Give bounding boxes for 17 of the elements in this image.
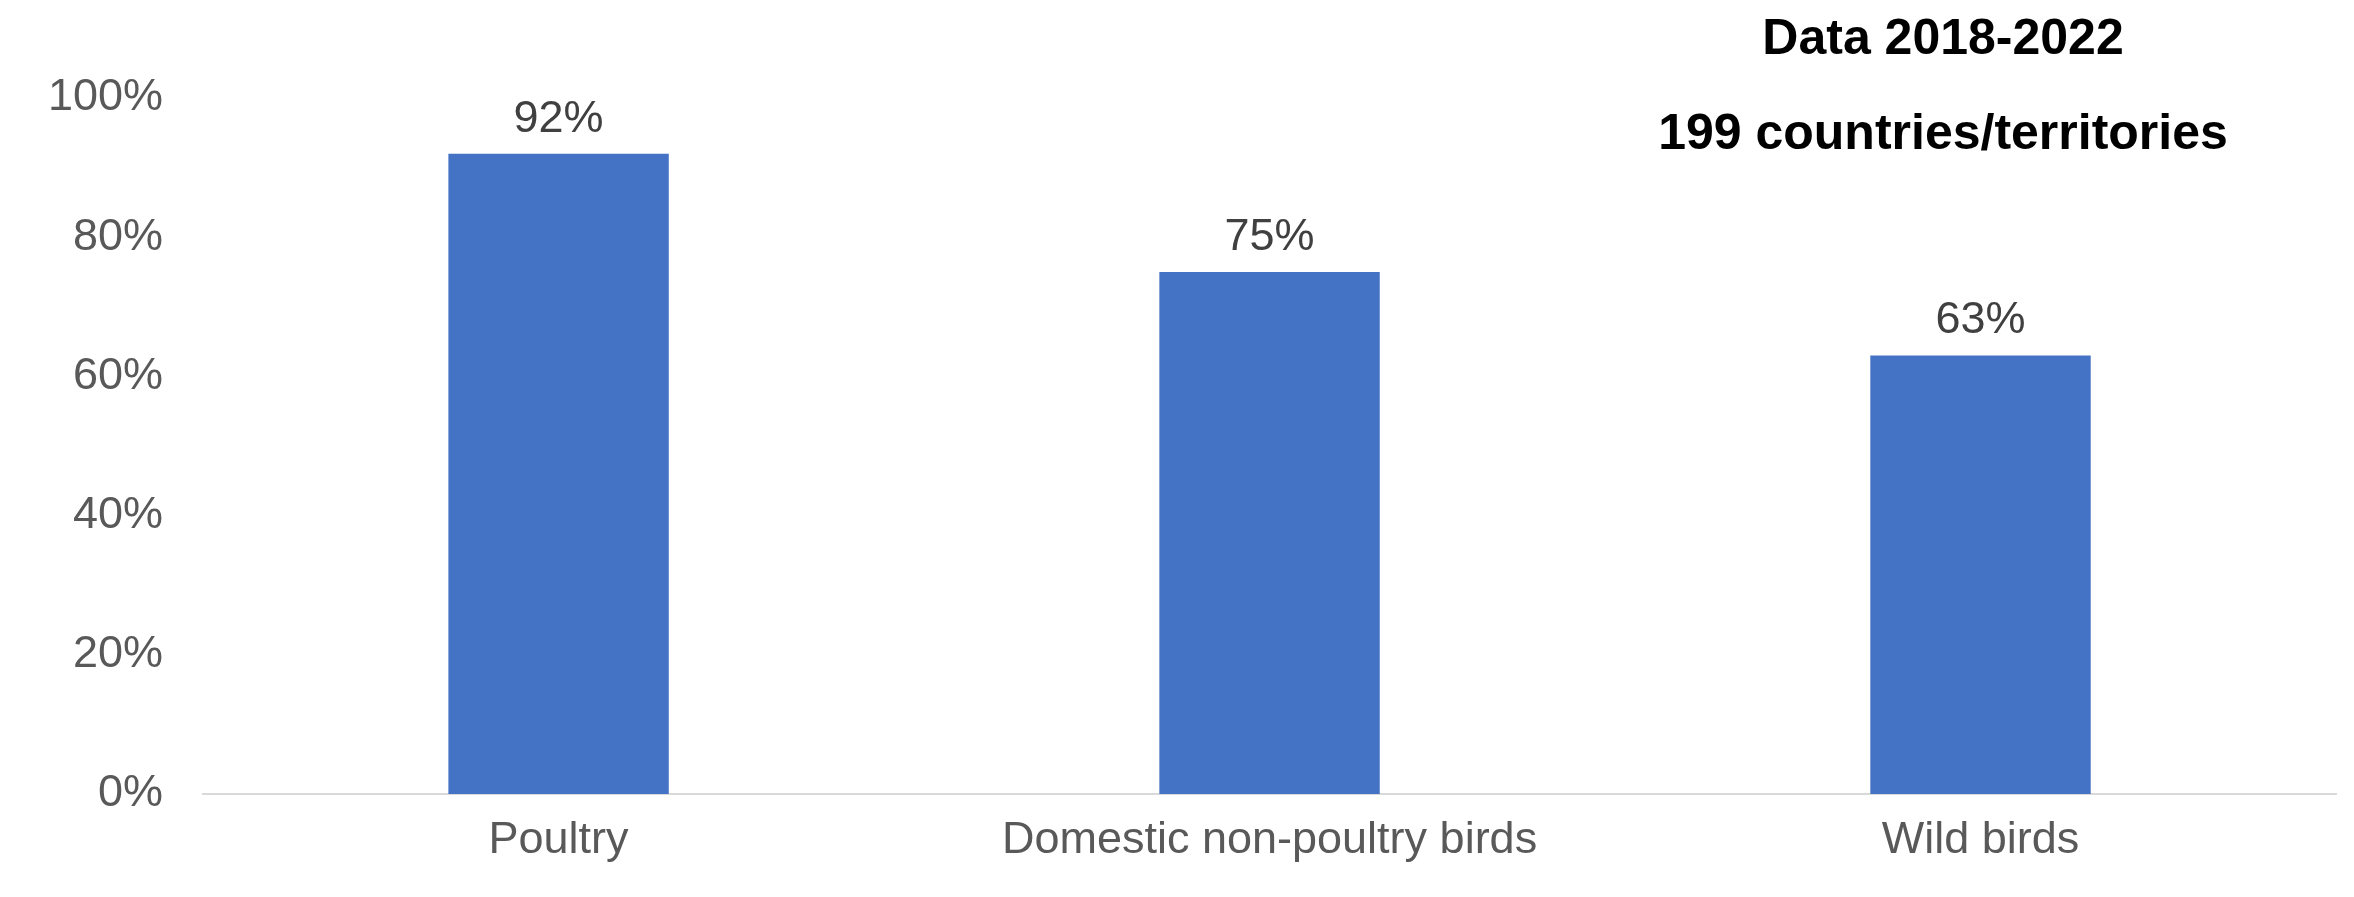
- data-label: 92%: [513, 90, 604, 142]
- y-tick-label: 40%: [73, 487, 164, 539]
- x-tick-label: Poultry: [488, 812, 630, 864]
- y-tick-label: 80%: [73, 208, 164, 260]
- x-tick-label: Domestic non-poultry birds: [1001, 812, 1538, 864]
- y-tick-label: 0%: [98, 765, 164, 817]
- data-label: 75%: [1224, 208, 1315, 260]
- y-tick-label: 100%: [48, 69, 164, 121]
- bar: [448, 153, 669, 794]
- bar: [1870, 355, 2091, 794]
- data-label: 63%: [1935, 292, 2026, 344]
- text: Data 2018-2022: [1762, 8, 2124, 65]
- x-tick-label: Wild birds: [1881, 812, 2080, 864]
- bar: [1159, 272, 1380, 794]
- y-tick-label: 20%: [73, 626, 164, 678]
- annotation: 199 countries/territories: [1658, 103, 2228, 160]
- y-tick-label: 60%: [73, 347, 164, 399]
